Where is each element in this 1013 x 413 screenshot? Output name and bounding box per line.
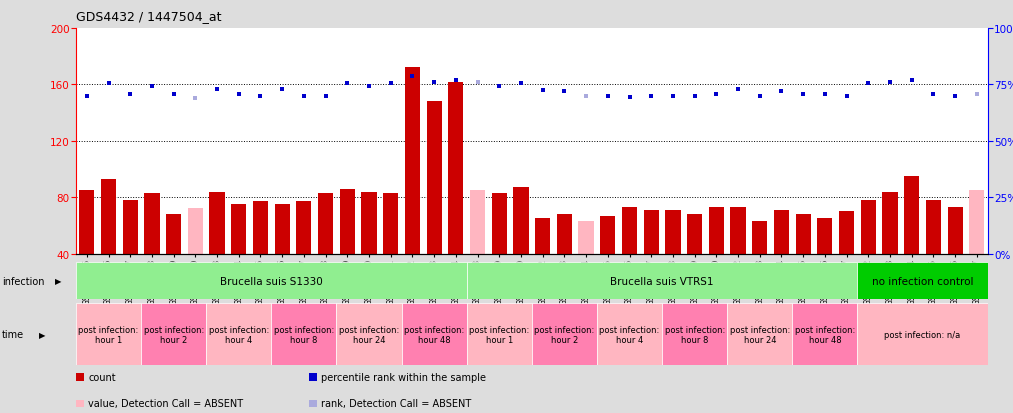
Bar [578,222,594,254]
Bar [144,194,159,254]
Bar [926,201,941,254]
Bar [792,304,857,366]
Bar [101,179,116,254]
Bar [467,262,857,299]
Text: count: count [88,372,115,382]
Text: post infection:
hour 1: post infection: hour 1 [469,325,530,344]
Text: post infection:
hour 2: post infection: hour 2 [144,325,204,344]
Bar [76,262,467,299]
Text: value, Detection Call = ABSENT: value, Detection Call = ABSENT [88,398,243,408]
Text: post infection:
hour 2: post infection: hour 2 [534,325,595,344]
Bar [123,201,138,254]
Text: post infection:
hour 8: post infection: hour 8 [665,325,724,344]
Text: ▶: ▶ [38,330,45,339]
Text: time: time [2,330,24,339]
Bar [231,205,246,254]
Text: post infection:
hour 24: post infection: hour 24 [729,325,790,344]
Bar [467,304,532,366]
Bar [491,194,506,254]
Text: rank, Detection Call = ABSENT: rank, Detection Call = ABSENT [321,398,471,408]
Bar [318,194,333,254]
Text: infection: infection [2,276,45,286]
Bar [663,304,727,366]
Bar [622,208,637,254]
Bar [514,188,529,254]
Text: no infection control: no infection control [872,276,973,286]
Bar [336,304,401,366]
Bar [904,177,919,254]
Bar [210,192,225,254]
Bar [643,210,658,254]
Bar [947,208,962,254]
Bar [557,215,572,254]
Bar [401,304,467,366]
Bar [296,202,312,254]
Bar [79,191,94,254]
Bar [76,304,141,366]
Bar [597,304,663,366]
Bar [339,189,355,254]
Bar [839,212,854,254]
Bar [795,215,810,254]
Bar [727,304,792,366]
Bar [666,210,681,254]
Bar [362,192,377,254]
Bar [187,209,203,254]
Bar [857,304,988,366]
Text: post infection:
hour 48: post infection: hour 48 [404,325,464,344]
Bar [166,215,181,254]
Text: post infection:
hour 48: post infection: hour 48 [795,325,855,344]
Text: post infection:
hour 4: post infection: hour 4 [600,325,659,344]
Bar [857,262,988,299]
Bar [600,216,615,254]
Bar [861,201,876,254]
Bar [275,205,290,254]
Bar [253,202,268,254]
Bar [709,208,724,254]
Bar [470,191,485,254]
Bar [969,191,985,254]
Bar [207,304,271,366]
Bar [817,219,833,254]
Bar [774,210,789,254]
Text: ▶: ▶ [55,276,61,285]
Text: Brucella suis VTRS1: Brucella suis VTRS1 [610,276,714,286]
Text: post infection:
hour 8: post infection: hour 8 [274,325,334,344]
Text: post infection:
hour 4: post infection: hour 4 [209,325,268,344]
Bar [426,102,442,254]
Bar [882,192,898,254]
Bar [687,215,702,254]
Bar [271,304,336,366]
Text: GDS4432 / 1447504_at: GDS4432 / 1447504_at [76,10,222,23]
Text: percentile rank within the sample: percentile rank within the sample [321,372,486,382]
Text: post infection:
hour 24: post infection: hour 24 [339,325,399,344]
Bar [405,68,420,254]
Bar [448,82,463,254]
Bar [532,304,597,366]
Bar [752,222,767,254]
Bar [383,194,398,254]
Bar [730,208,746,254]
Text: post infection:
hour 1: post infection: hour 1 [78,325,139,344]
Text: post infection: n/a: post infection: n/a [884,330,960,339]
Bar [535,219,550,254]
Bar [141,304,207,366]
Text: Brucella suis S1330: Brucella suis S1330 [220,276,323,286]
